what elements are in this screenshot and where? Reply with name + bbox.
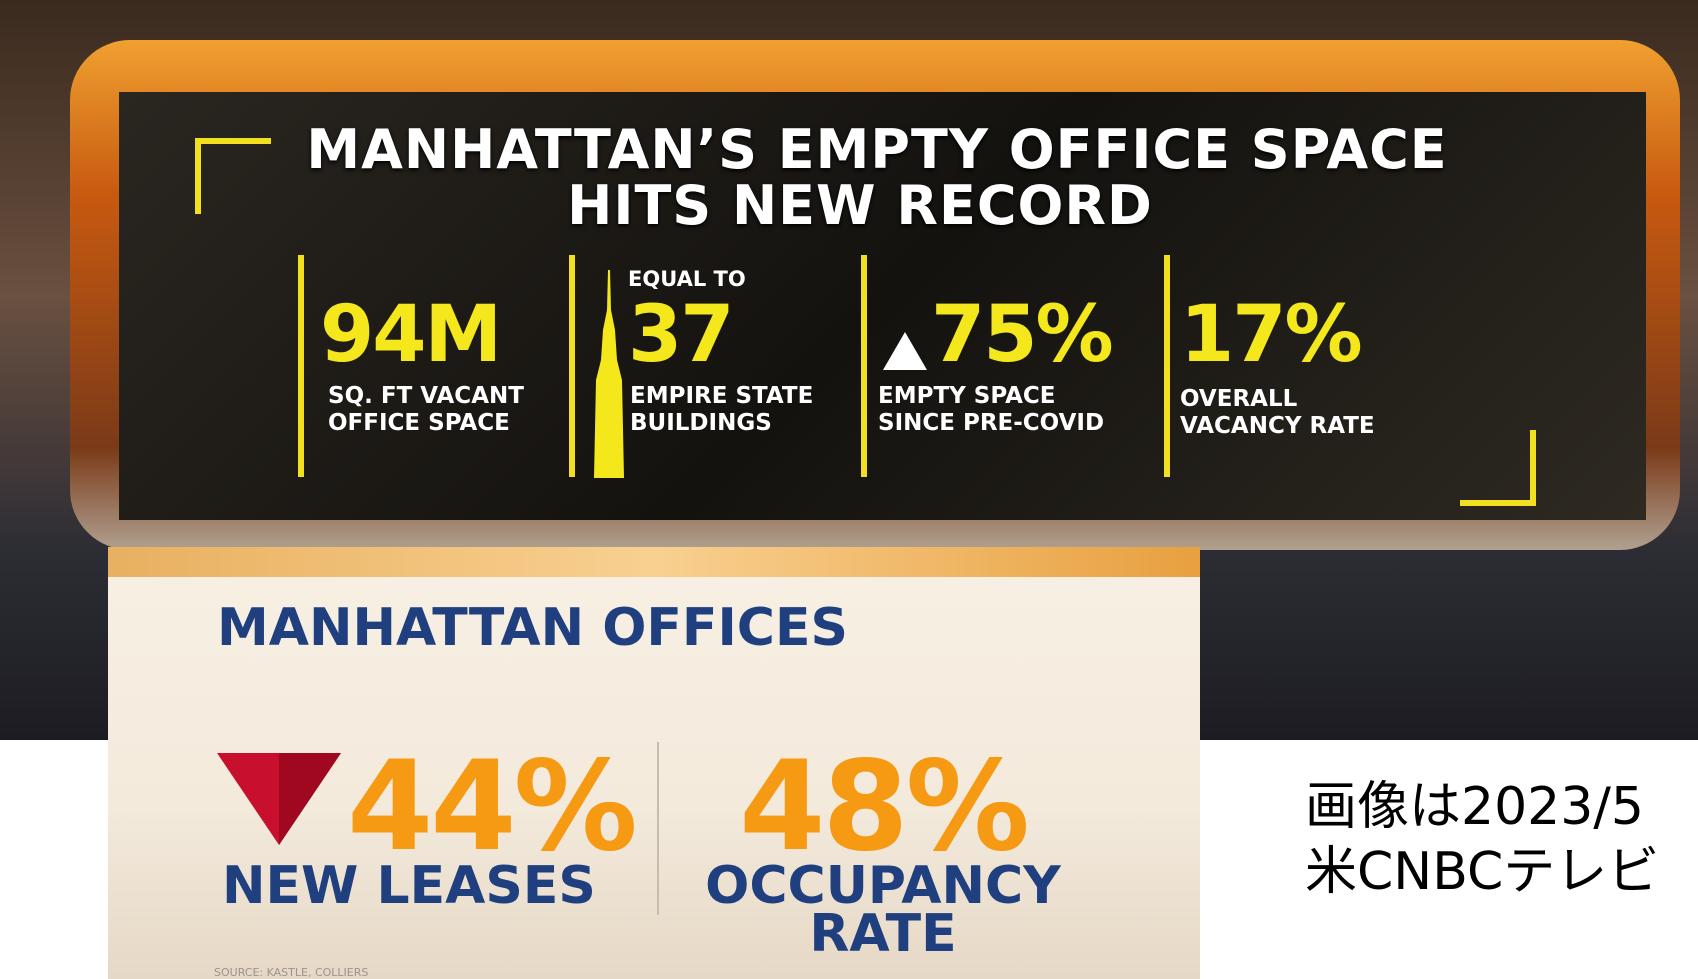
stat-label: RATE (809, 904, 957, 964)
divider (861, 255, 867, 477)
stat-label: EMPIRE STATE (630, 383, 814, 409)
screen-title: HITS NEW RECORD (567, 174, 1153, 237)
up-triangle (883, 332, 927, 370)
divider (1164, 255, 1170, 477)
stat-label: OCCUPANCY (705, 856, 1061, 916)
source-note: SOURCE: KASTLE, COLLIERS (214, 966, 369, 979)
empire-state-icon (594, 270, 624, 478)
studio-photo: MANHATTAN’S EMPTY OFFICE SPACE HITS NEW … (0, 0, 1698, 740)
corner-bracket (1460, 430, 1536, 506)
stat-value: 17% (1180, 290, 1363, 380)
stat-value: 37 (628, 290, 735, 380)
stat-label: OFFICE SPACE (328, 410, 510, 436)
divider (657, 742, 659, 915)
stat-label: SINCE PRE-COVID (878, 410, 1105, 436)
divider (569, 255, 575, 477)
screen-title: MANHATTAN’S EMPTY OFFICE SPACE (306, 118, 1448, 181)
caption: 画像は2023/5 (1305, 777, 1644, 837)
stat-label: VACANCY RATE (1180, 413, 1375, 439)
stat-value: 44% (347, 735, 638, 879)
panel-stripe (108, 547, 1200, 577)
panel-title: MANHATTAN OFFICES (217, 598, 848, 658)
stat-value: 48% (739, 735, 1030, 879)
stat-prefix: EQUAL TO (628, 267, 746, 291)
stat-value: 94M (320, 290, 502, 380)
stat-value: 75% (931, 290, 1114, 380)
stat-label: SQ. FT VACANT (328, 383, 524, 409)
stat-label: EMPTY SPACE (878, 383, 1056, 409)
stat-label: NEW LEASES (222, 856, 596, 916)
divider (298, 255, 304, 477)
stat-label: BUILDINGS (630, 410, 772, 436)
caption: 米CNBCテレビ (1305, 842, 1660, 902)
corner-bracket (195, 138, 271, 214)
stat-label: OVERALL (1180, 386, 1298, 412)
down-triangle (217, 753, 341, 845)
video-screen (119, 92, 1646, 520)
